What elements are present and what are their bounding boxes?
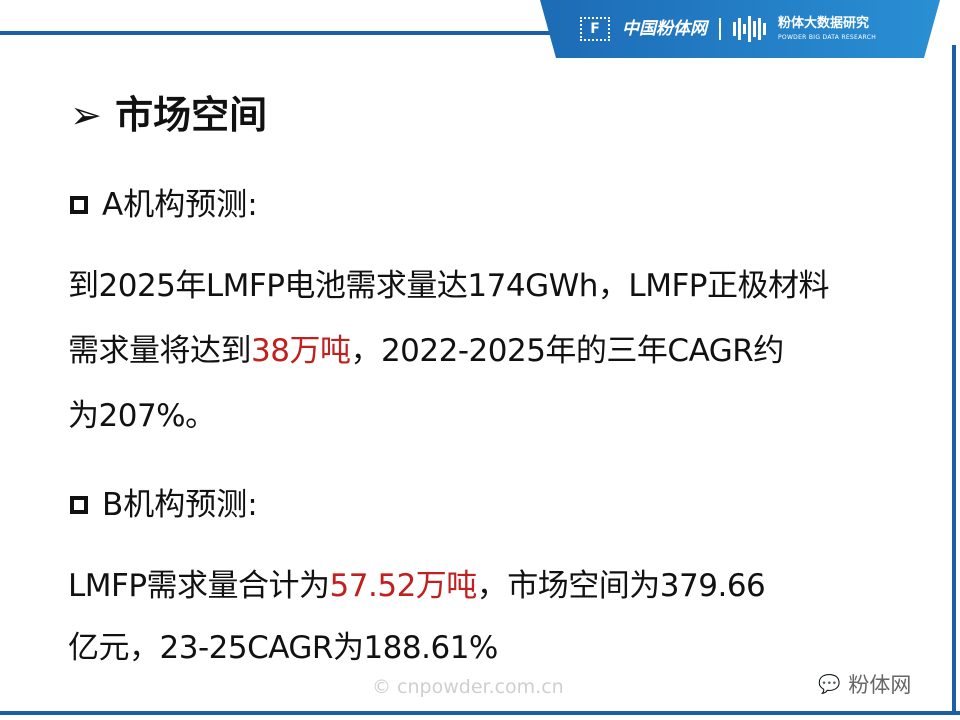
arrow-bullet-icon: ➢ bbox=[70, 93, 116, 137]
text-run: 为207%。 bbox=[68, 398, 216, 434]
brand-research: 粉体大数据研究 bbox=[778, 16, 870, 31]
paragraph-line: LMFP需求量合计为57.52万吨，市场空间为379.66 bbox=[68, 568, 766, 604]
text-run: 亿元，23-25CAGR为188.61% bbox=[68, 630, 498, 666]
section-b-heading: B机构预测: bbox=[70, 486, 258, 524]
paragraph-line: 为207%。 bbox=[68, 398, 216, 434]
highlight-value: 57.52万吨 bbox=[329, 568, 478, 604]
paragraph-line: 需求量将达到38万吨，2022-2025年的三年CAGR约 bbox=[68, 333, 784, 369]
section-b-heading-text: B机构预测: bbox=[102, 487, 258, 523]
highlight-value: 38万吨 bbox=[251, 333, 351, 369]
paragraph-line: 到2025年LMFP电池需求量达174GWh，LMFP正极材料 bbox=[68, 268, 829, 304]
frame-top bbox=[0, 31, 560, 35]
text-run: 需求量将达到 bbox=[68, 333, 252, 369]
wechat-name: 粉体网 bbox=[848, 673, 912, 697]
page-title-text: 市场空间 bbox=[115, 93, 268, 137]
brand-research-sub: POWDER BIG DATA RESEARCH bbox=[778, 34, 877, 41]
header-banner: F 中国粉体网 粉体大数据研究 POWDER BIG DATA RESEARCH bbox=[540, 0, 940, 58]
square-bullet-icon bbox=[70, 496, 88, 514]
text-run: ，市场空间为379.66 bbox=[476, 568, 766, 604]
square-bullet-icon bbox=[70, 196, 88, 214]
brand-research-block: 粉体大数据研究 POWDER BIG DATA RESEARCH bbox=[778, 16, 876, 42]
frame-bottom bbox=[0, 711, 960, 715]
divider bbox=[719, 18, 721, 40]
wechat-icon: 💬 bbox=[818, 674, 841, 695]
watermark: © cnpowder.com.cn bbox=[372, 676, 564, 698]
paragraph-line: 亿元，23-25CAGR为188.61% bbox=[68, 630, 498, 666]
section-a-heading-text: A机构预测: bbox=[102, 187, 258, 223]
page-title: ➢ 市场空间 bbox=[70, 92, 267, 138]
bar-logo-icon bbox=[733, 16, 766, 42]
wechat-badge: 💬 粉体网 bbox=[818, 672, 911, 698]
brand-name: 中国粉体网 bbox=[622, 19, 707, 39]
section-a-heading: A机构预测: bbox=[70, 186, 258, 224]
text-run: ，2022-2025年的三年CAGR约 bbox=[350, 333, 784, 369]
frame-right bbox=[952, 45, 956, 715]
text-run: 到2025年LMFP电池需求量达174GWh，LMFP正极材料 bbox=[68, 268, 829, 304]
cnpowder-logo-icon: F bbox=[580, 17, 610, 41]
text-run: LMFP需求量合计为 bbox=[68, 568, 330, 604]
